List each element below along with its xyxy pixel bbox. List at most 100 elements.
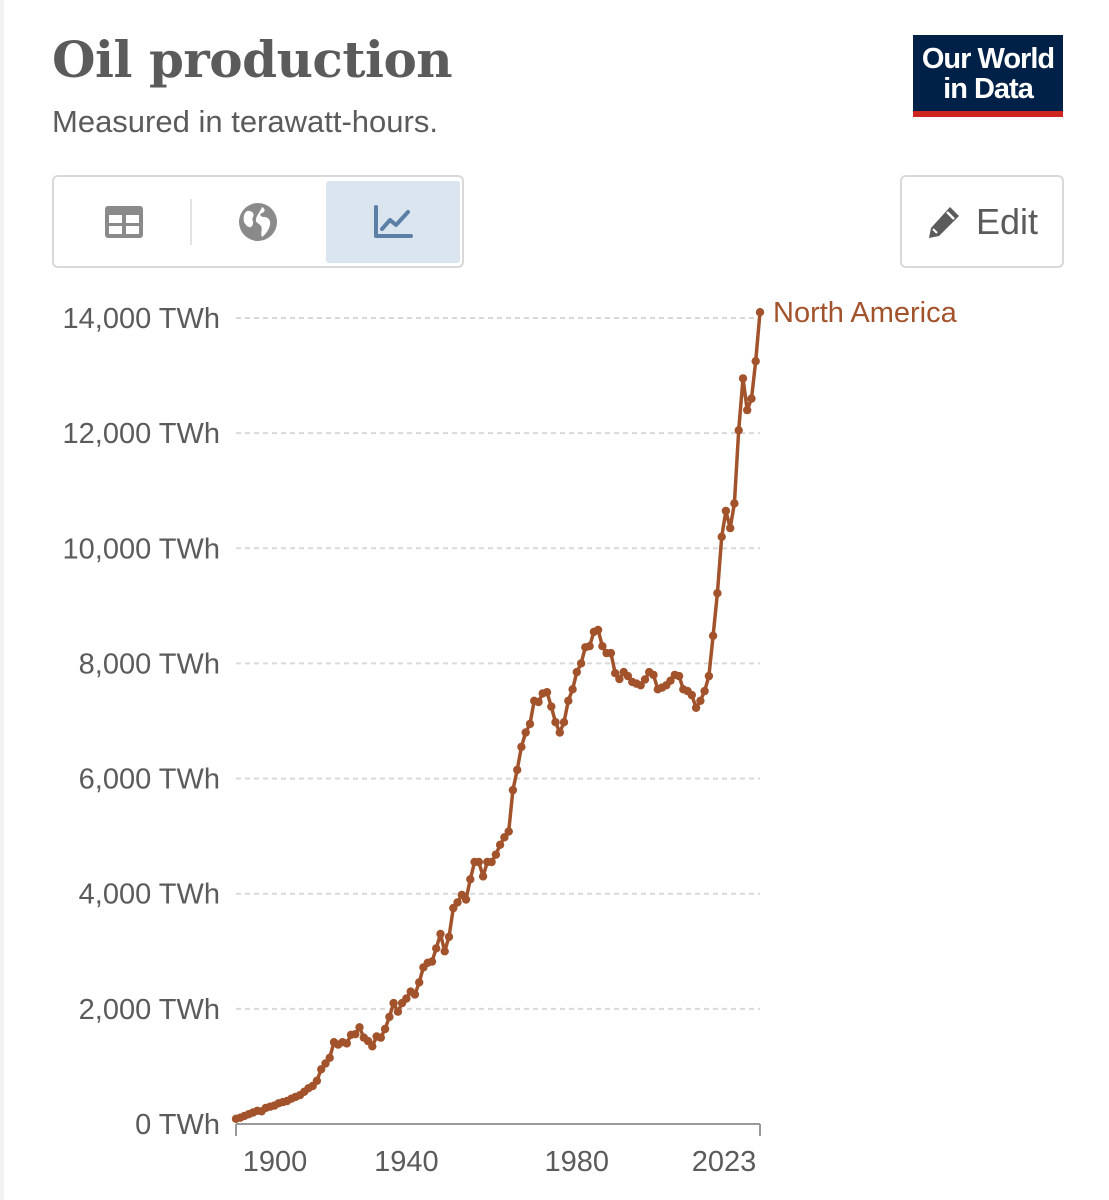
- data-point: [317, 1065, 326, 1074]
- data-point: [474, 857, 483, 867]
- data-point: [504, 827, 513, 836]
- data-point: [700, 686, 709, 696]
- x-tick-label: 1900: [243, 1146, 308, 1178]
- data-point: [615, 674, 624, 684]
- data-point: [432, 944, 441, 953]
- data-point: [415, 978, 424, 987]
- data-point: [389, 998, 398, 1008]
- y-tick-label: 14,000 TWh: [63, 303, 220, 335]
- data-point: [708, 631, 718, 640]
- table-view-button[interactable]: [58, 181, 190, 263]
- x-tick-label: 1980: [545, 1146, 610, 1178]
- data-point: [666, 676, 675, 685]
- data-point: [487, 857, 496, 867]
- data-point: [623, 671, 633, 681]
- data-point: [555, 728, 564, 737]
- view-toggle: [52, 175, 464, 268]
- data-point: [312, 1076, 322, 1086]
- data-point: [755, 308, 765, 317]
- data-point: [402, 994, 411, 1003]
- data-point: [636, 681, 645, 690]
- data-point: [410, 990, 420, 999]
- data-point: [380, 1024, 390, 1034]
- data-point: [500, 833, 509, 842]
- data-point: [564, 696, 573, 705]
- data-point: [598, 642, 607, 651]
- data-point: [436, 929, 445, 939]
- data-point: [743, 405, 752, 415]
- page-edge: [0, 0, 4, 1200]
- logo-line-2: in Data: [943, 73, 1034, 105]
- data-point: [738, 374, 748, 383]
- data-point: [342, 1039, 351, 1048]
- data-point: [495, 840, 505, 849]
- data-point: [576, 659, 586, 668]
- series-label-north-america: North America: [773, 297, 958, 329]
- data-point: [691, 703, 701, 712]
- data-point: [730, 499, 739, 508]
- data-point: [525, 719, 535, 729]
- data-point: [585, 642, 594, 651]
- data-point: [611, 669, 620, 678]
- toolbar-divider: [190, 199, 192, 245]
- globe-icon: [239, 203, 277, 241]
- data-point: [547, 702, 556, 711]
- x-tick-label: 2023: [692, 1146, 757, 1178]
- data-point: [376, 1033, 385, 1042]
- edit-label: Edit: [975, 200, 1039, 242]
- data-point: [747, 394, 756, 403]
- data-point: [551, 718, 560, 727]
- page-title: Oil production: [52, 30, 453, 89]
- data-point: [355, 1023, 364, 1032]
- y-tick-label: 12,000 TWh: [63, 418, 220, 450]
- data-point: [721, 506, 731, 516]
- data-point: [696, 696, 705, 705]
- pencil-icon: [928, 206, 959, 238]
- data-point: [466, 875, 475, 884]
- data-point: [568, 685, 577, 694]
- line-chart-icon: [374, 205, 413, 238]
- data-point: [491, 850, 501, 859]
- y-axis-ticks: 0 TWh 2,000 TWh 4,000 TWh 6,000 TWh 8,000 TW…: [63, 303, 220, 1141]
- edit-button[interactable]: Edit: [900, 175, 1064, 268]
- table-icon: [105, 206, 143, 238]
- y-tick-label: 6,000 TWh: [79, 764, 220, 796]
- data-point: [393, 1007, 403, 1016]
- chart-view-button[interactable]: [326, 181, 460, 263]
- data-point: [726, 523, 735, 533]
- owid-logo[interactable]: Our World in Data: [913, 35, 1063, 117]
- data-point: [385, 1012, 394, 1022]
- data-point: [513, 765, 522, 775]
- map-view-button[interactable]: [192, 181, 324, 263]
- data-point: [517, 742, 526, 752]
- data-point: [734, 426, 743, 435]
- y-tick-label: 4,000 TWh: [79, 879, 220, 911]
- data-point: [704, 671, 714, 681]
- data-point: [593, 625, 603, 635]
- data-point: [508, 785, 518, 795]
- y-tick-label: 8,000 TWh: [79, 648, 220, 680]
- data-point: [572, 667, 581, 677]
- y-tick-label: 10,000 TWh: [63, 533, 220, 565]
- x-tick-label: 1940: [374, 1146, 439, 1178]
- data-point: [542, 688, 552, 697]
- data-point: [351, 1030, 360, 1039]
- series-north-america[interactable]: North America: [231, 297, 958, 1124]
- data-point: [444, 932, 454, 942]
- data-point: [717, 532, 726, 541]
- logo-line-1: Our World: [921, 43, 1055, 75]
- grid-lines: [236, 317, 760, 1010]
- y-tick-label: 2,000 TWh: [79, 994, 220, 1026]
- data-point: [559, 718, 569, 727]
- y-tick-label: 0 TWh: [135, 1109, 220, 1141]
- data-point: [368, 1042, 377, 1051]
- data-point: [606, 648, 616, 658]
- data-point: [325, 1053, 334, 1063]
- data-point: [534, 697, 543, 707]
- data-point: [478, 872, 488, 881]
- data-point: [461, 895, 471, 904]
- data-point: [674, 671, 684, 681]
- data-point: [521, 728, 530, 737]
- data-point: [751, 357, 760, 366]
